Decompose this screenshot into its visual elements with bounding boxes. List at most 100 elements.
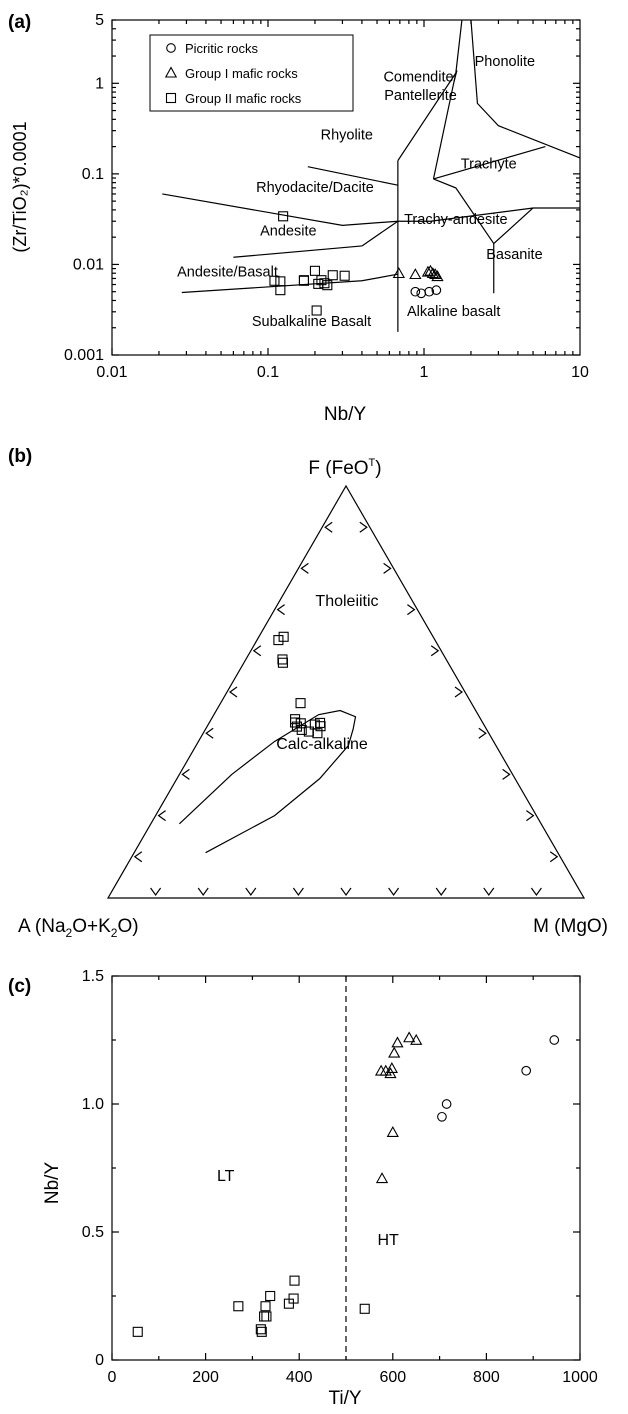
- panel-a-field-label: Trachy-andesite: [404, 212, 507, 228]
- panel-a-y-tick-label: 0.01: [73, 256, 104, 273]
- panel-c-x-tick-label: 1000: [562, 1369, 598, 1386]
- panel-c-data-point: [260, 1301, 271, 1312]
- panel-c-data-point: [259, 1311, 270, 1322]
- ternary-tick-right: [478, 727, 487, 739]
- panel-a-data-point: [327, 270, 338, 281]
- panel-c-chart: (c) Ti/Y Nb/Y 0 200 400 600 800 1000 0 0.5 1.0 1.…: [8, 968, 598, 1409]
- panel-a-data-point: [392, 267, 405, 279]
- panel-c-y-tick-label: 0: [95, 1352, 104, 1369]
- panel-c-data-point: [403, 1031, 416, 1043]
- panel-c-x-tick-label: 800: [473, 1369, 500, 1386]
- field-label-calc-alkaline: Calc-alkaline: [276, 736, 368, 753]
- panel-c-data-point: [233, 1301, 244, 1312]
- legend-label-group-ii: Group II mafic rocks: [185, 91, 302, 106]
- panel-a-y-axis-label: (Zr/TiO₂)*0.0001: [10, 121, 30, 252]
- ternary-tick-right: [430, 645, 440, 657]
- panel-b-data-point: [312, 728, 323, 739]
- panel-c-data-point: [359, 1303, 370, 1314]
- panel-c-data-point: [261, 1311, 272, 1322]
- ternary-tick-left: [252, 645, 262, 657]
- apex-left-sub2: 2: [111, 926, 118, 940]
- ternary-tick-bottom: [197, 887, 209, 897]
- ternary-tick-left: [133, 851, 143, 863]
- apex-left-post: O): [117, 916, 138, 937]
- legend-square-marker: [165, 92, 177, 104]
- panel-a-field-boundary: [307, 166, 398, 186]
- apex-label-top: F (FeOT): [308, 457, 381, 479]
- panel-a-data-point: [275, 285, 286, 296]
- panel-b-data-point: [291, 721, 303, 732]
- panel-b-data-point: [278, 631, 289, 642]
- field-label-tholeiitic: Tholeiitic: [315, 593, 378, 610]
- panel-b-data-point: [295, 698, 306, 709]
- panel-a-field-label: Subalkaline Basalt: [252, 314, 371, 330]
- panel-a-field-label: Alkaline basalt: [407, 304, 501, 320]
- ternary-tick-bottom: [483, 887, 495, 897]
- legend-label-picritic: Picritic rocks: [185, 41, 258, 56]
- panel-c-field-label: LT: [217, 1168, 235, 1185]
- panel-a-field-label: Comendite/: [383, 69, 458, 85]
- panel-c-data-point: [437, 1111, 447, 1122]
- panel-c-data-point: [375, 1172, 389, 1184]
- panel-a-letter: (a): [8, 12, 31, 33]
- ternary-tick-bottom: [388, 887, 400, 897]
- ternary-tick-left: [205, 727, 214, 739]
- panel-a-data-point: [410, 286, 421, 297]
- panel-b-data-point: [273, 635, 284, 646]
- panel-c-data-point: [391, 1036, 404, 1048]
- panel-a-data-point: [426, 267, 440, 279]
- panel-a-data-point: [429, 268, 442, 280]
- panel-b-chart: (b) F (FeOT) A (Na2O+K2O) M (MgO) Tholei…: [8, 446, 608, 940]
- panel-a-data-point: [339, 270, 350, 281]
- ternary-tick-left: [276, 604, 285, 616]
- apex-top-sup: T: [369, 457, 376, 469]
- panel-a-x-tick-label: 0.1: [257, 364, 279, 381]
- panel-a-x-tick-label: 10: [571, 364, 589, 381]
- legend-triangle-marker: [164, 66, 178, 78]
- panel-a-x-tick-label: 1: [420, 364, 429, 381]
- panel-c-data-point: [386, 1126, 399, 1138]
- panel-a-field-boundary: [361, 207, 580, 247]
- panel-c-data-point: [265, 1290, 276, 1302]
- apex-top-pre: F (FeO: [308, 458, 368, 479]
- panel-a-data-point: [278, 211, 289, 222]
- panel-a-data-point: [309, 265, 321, 276]
- panel-a-legend-box: [149, 34, 354, 112]
- panel-a-field-label: Trachyte: [461, 156, 517, 172]
- panel-a-data-point: [416, 288, 427, 299]
- panel-c-field-label: HT: [377, 1232, 399, 1249]
- ternary-tick-right: [526, 810, 535, 822]
- panel-a-field-boundary: [162, 193, 398, 226]
- panel-a-data-point: [298, 275, 310, 286]
- ternary-tick-right: [454, 686, 464, 698]
- panel-c-y-tick-label: 1.5: [82, 968, 104, 985]
- panel-c-data-point: [288, 1293, 299, 1304]
- panel-a-field-label: Andesite/Basalt: [177, 264, 278, 280]
- panel-a-y-tick-label: 0.001: [64, 347, 104, 364]
- ternary-tick-right: [502, 768, 511, 780]
- panel-a-field-boundary: [432, 72, 457, 180]
- ternary-tick-bottom: [340, 887, 352, 897]
- panel-a-field-label: Basanite: [486, 247, 542, 263]
- panel-c-data-point: [549, 1035, 560, 1045]
- panel-a-field-boundary: [433, 146, 546, 180]
- ternary-tick-bottom: [530, 887, 542, 897]
- apex-left-mid: O+K: [72, 916, 111, 937]
- ternary-boundary-curve: [178, 709, 357, 854]
- legend-circle-marker: [166, 43, 176, 53]
- panel-a-field-boundary: [233, 245, 362, 258]
- legend-label-group-i: Group I mafic rocks: [185, 66, 298, 81]
- panel-c-data-point: [132, 1326, 143, 1337]
- panel-a-data-point: [269, 275, 280, 286]
- panel-c-y-axis-label: Nb/Y: [42, 1162, 63, 1205]
- panel-a-field-label: Phonolite: [475, 54, 535, 70]
- panel-a-field-label: Andesite: [260, 223, 316, 239]
- panel-a-x-axis-label: Nb/Y: [324, 404, 367, 425]
- panel-a-x-tick-label: 0.01: [96, 364, 127, 381]
- panel-c-data-point: [385, 1062, 399, 1074]
- panel-a-field-label: Rhyolite: [321, 127, 373, 143]
- panel-a-data-point: [431, 270, 444, 282]
- ternary-tick-bottom: [435, 887, 447, 897]
- ternary-tick-bottom: [150, 887, 162, 897]
- panel-b-data-point: [295, 718, 306, 729]
